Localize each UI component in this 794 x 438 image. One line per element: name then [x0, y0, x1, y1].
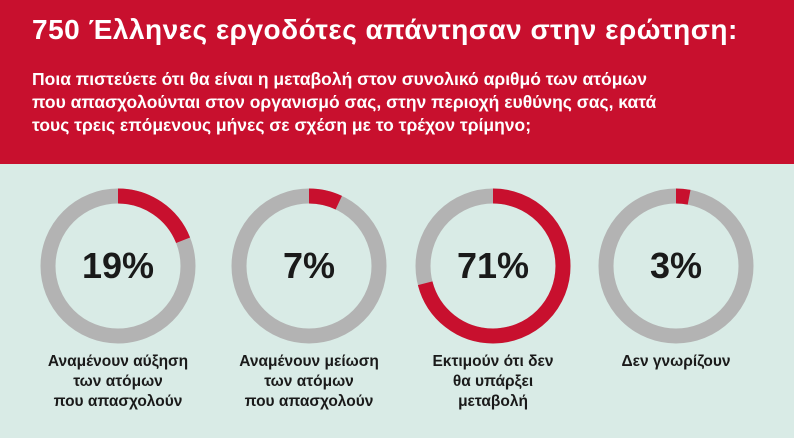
donut-chart-decrease: 7% — [231, 188, 387, 344]
percent-label: 7% — [282, 245, 336, 286]
donut-svg — [40, 188, 196, 344]
donut-value-arc — [598, 188, 754, 344]
label-line: Αναμένουν αύξηση — [47, 353, 189, 370]
question-line-2: που απασχολούνται στον οργανισμό σας, στ… — [32, 92, 657, 112]
donut-chart-dont-know: 3% — [598, 188, 754, 344]
chart-panel: 19% Αναμένουν αύξηση των ατόμων που απασ… — [0, 164, 794, 438]
label-line: των ατόμων — [264, 373, 354, 390]
donut-chart-no-change: 71% — [415, 188, 571, 344]
donut-value-arc — [415, 188, 571, 344]
label-line: Εκτιμούν ότι δεν — [432, 353, 554, 370]
label-line: μεταβολή — [458, 393, 528, 410]
question-line-3: τους τρεις επόμενους μήνες σε σχέση με τ… — [32, 115, 532, 135]
label-line: που απασχολούν — [244, 393, 374, 410]
donut-svg — [598, 188, 754, 344]
survey-question: Ποια πιστεύετε ότι θα είναι η μεταβολή σ… — [32, 68, 772, 137]
donut-value-arc — [231, 188, 387, 344]
header-banner: 750 Έλληνες εργοδότες απάντησαν στην ερώ… — [0, 0, 794, 164]
donut-svg — [231, 188, 387, 344]
label-line: Δεν γνωρίζουν — [621, 353, 731, 370]
label-line: θα υπάρξει — [452, 373, 534, 390]
percent-label: 3% — [649, 245, 703, 286]
percent-label: 19% — [81, 245, 155, 286]
label-line: που απασχολούν — [53, 393, 183, 410]
category-label: Αναμένουν μείωση των ατόμων που απασχολο… — [219, 352, 399, 412]
donut-chart-increase: 19% — [40, 188, 196, 344]
category-label: Αναμένουν αύξηση των ατόμων που απασχολο… — [28, 352, 208, 412]
category-label: Δεν γνωρίζουν — [586, 352, 766, 372]
label-line: Αναμένουν μείωση — [239, 353, 379, 370]
percent-label: 71% — [456, 245, 530, 286]
donut-value-arc — [40, 188, 196, 344]
label-line: των ατόμων — [73, 373, 163, 390]
donut-svg — [415, 188, 571, 344]
category-label: Εκτιμούν ότι δεν θα υπάρξει μεταβολή — [403, 352, 583, 412]
page-title: 750 Έλληνες εργοδότες απάντησαν στην ερώ… — [32, 14, 738, 45]
question-line-1: Ποια πιστεύετε ότι θα είναι η μεταβολή σ… — [32, 69, 647, 89]
